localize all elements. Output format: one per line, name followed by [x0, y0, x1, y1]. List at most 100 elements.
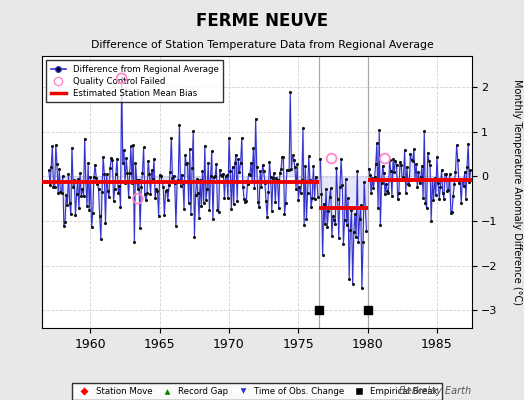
- Point: [200, 200, 208, 206]
- Point: [275, 205, 283, 212]
- Point: [210, 174, 218, 181]
- Point: [262, 198, 270, 204]
- Point: [153, 188, 161, 194]
- Point: [54, 190, 62, 196]
- Point: [77, 192, 85, 199]
- Point: [190, 233, 199, 240]
- Point: [139, 144, 148, 151]
- Point: [253, 164, 261, 170]
- Point: [418, 162, 426, 169]
- Point: [157, 172, 165, 179]
- Point: [448, 209, 456, 215]
- Point: [344, 195, 352, 202]
- Point: [266, 174, 275, 180]
- Point: [341, 216, 349, 223]
- Point: [339, 240, 347, 247]
- Point: [291, 164, 299, 170]
- Point: [395, 189, 403, 196]
- Point: [64, 171, 73, 178]
- Point: [384, 190, 392, 196]
- Point: [111, 186, 119, 192]
- Point: [110, 198, 118, 204]
- Point: [60, 223, 68, 229]
- Point: [417, 174, 425, 180]
- Point: [466, 167, 475, 174]
- Point: [246, 172, 254, 178]
- Point: [355, 216, 364, 222]
- Point: [239, 184, 247, 191]
- Point: [419, 195, 427, 202]
- Point: [360, 178, 368, 185]
- Point: [84, 160, 92, 166]
- Point: [115, 183, 124, 189]
- Point: [336, 184, 344, 190]
- Point: [81, 136, 89, 142]
- Point: [130, 239, 138, 246]
- Point: [191, 192, 200, 198]
- Point: [72, 191, 81, 198]
- Point: [223, 172, 231, 178]
- Point: [309, 163, 318, 169]
- Point: [375, 127, 384, 133]
- Point: [55, 166, 63, 172]
- Text: Difference of Station Temperature Data from Regional Average: Difference of Station Temperature Data f…: [91, 40, 433, 50]
- Point: [297, 190, 305, 196]
- Point: [159, 184, 167, 190]
- Point: [202, 197, 210, 203]
- Point: [462, 196, 470, 202]
- Point: [455, 180, 463, 186]
- Point: [141, 197, 150, 204]
- Point: [147, 167, 156, 173]
- Point: [424, 158, 433, 164]
- Point: [353, 168, 362, 174]
- Point: [377, 180, 386, 186]
- Point: [328, 155, 336, 162]
- Point: [163, 197, 172, 204]
- Point: [394, 196, 402, 202]
- Point: [231, 160, 239, 167]
- Point: [270, 170, 278, 176]
- Point: [411, 176, 419, 182]
- Point: [299, 125, 307, 131]
- Point: [198, 168, 206, 174]
- Point: [303, 190, 312, 196]
- Point: [79, 192, 88, 199]
- Point: [160, 211, 169, 218]
- Point: [405, 181, 413, 188]
- Point: [458, 177, 466, 183]
- Point: [102, 171, 111, 178]
- Point: [255, 203, 263, 210]
- Point: [215, 166, 224, 173]
- Point: [91, 162, 99, 168]
- Point: [308, 195, 316, 202]
- Point: [422, 204, 431, 211]
- Point: [410, 146, 418, 152]
- Point: [165, 182, 173, 189]
- Point: [247, 159, 255, 166]
- Point: [128, 179, 136, 186]
- Point: [397, 162, 406, 168]
- Point: [368, 175, 376, 181]
- Point: [451, 169, 460, 176]
- Point: [354, 238, 363, 245]
- Point: [143, 190, 151, 196]
- Point: [240, 196, 248, 202]
- Point: [243, 180, 252, 187]
- Point: [51, 142, 60, 148]
- Point: [352, 234, 361, 241]
- Point: [351, 211, 359, 218]
- Point: [310, 196, 319, 202]
- Point: [183, 160, 192, 167]
- Point: [187, 211, 195, 218]
- Point: [385, 157, 394, 163]
- Point: [117, 75, 126, 82]
- Point: [206, 173, 215, 180]
- Point: [445, 171, 454, 177]
- Point: [140, 190, 149, 197]
- Point: [188, 165, 196, 171]
- Point: [228, 163, 237, 170]
- Point: [280, 210, 289, 217]
- Point: [75, 205, 83, 212]
- Point: [430, 174, 439, 181]
- Point: [320, 201, 328, 207]
